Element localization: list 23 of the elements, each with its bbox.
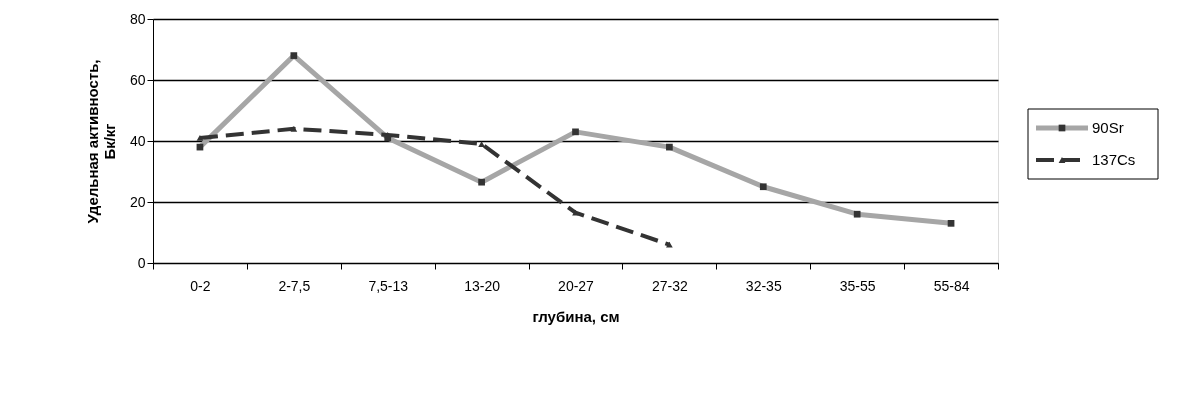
- y-tick-label: 60: [129, 71, 146, 88]
- point: [666, 241, 673, 248]
- x-tick-label: 13-20: [464, 277, 501, 294]
- y-tick-label: 0: [137, 254, 146, 271]
- x-tick-label: 27-32: [651, 277, 688, 294]
- point: [196, 135, 204, 141]
- x-tick-label: 7,5-13: [368, 277, 409, 294]
- x-tick-label: 55-84: [933, 277, 970, 294]
- x-axis-title: глубина, см: [532, 307, 620, 325]
- x-tick-label: 32-35: [745, 277, 782, 294]
- y-axis-title: Удельная активность, Бк/кг: [83, 59, 118, 224]
- y-tick-label: 40: [129, 132, 146, 149]
- point: [572, 209, 579, 216]
- legend-label: 90Sr: [1092, 119, 1124, 136]
- y-tick-label: 20: [129, 193, 146, 210]
- point: [478, 141, 485, 147]
- point: [290, 125, 298, 132]
- x-tick-label: 35-55: [839, 277, 876, 294]
- legend-label: 137Cs: [1092, 151, 1136, 168]
- x-tick-label: 20-27: [558, 277, 595, 294]
- y-tick-label: 80: [129, 10, 146, 27]
- x-tick-label: 0-2: [190, 277, 211, 294]
- x-tick-label: 2-7,5: [278, 277, 311, 294]
